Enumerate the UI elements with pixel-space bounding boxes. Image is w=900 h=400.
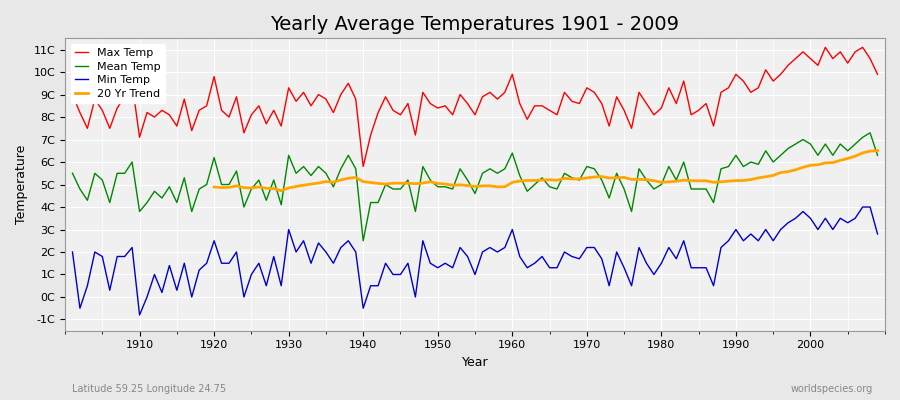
Min Temp <box>127 245 138 250</box>
Min Temp <box>134 312 145 317</box>
Mean Temp <box>336 166 346 171</box>
Mean Temp <box>507 151 517 156</box>
Max Temp <box>291 99 302 104</box>
Min Temp <box>343 238 354 243</box>
20 Yr Trend <box>783 169 794 174</box>
20 Yr Trend <box>275 188 286 193</box>
Max Temp <box>68 92 78 97</box>
Mean Temp <box>68 171 78 176</box>
Max Temp <box>872 72 883 77</box>
Min Temp <box>68 250 78 254</box>
Mean Temp <box>358 238 369 243</box>
Min Temp <box>872 232 883 236</box>
Text: worldspecies.org: worldspecies.org <box>791 384 873 394</box>
20 Yr Trend <box>306 182 317 186</box>
Legend: Max Temp, Mean Temp, Min Temp, 20 Yr Trend: Max Temp, Mean Temp, Min Temp, 20 Yr Tre… <box>70 44 166 103</box>
Title: Yearly Average Temperatures 1901 - 2009: Yearly Average Temperatures 1901 - 2009 <box>271 15 680 34</box>
Line: Mean Temp: Mean Temp <box>73 133 878 241</box>
Min Temp <box>514 254 525 259</box>
20 Yr Trend <box>209 185 220 190</box>
20 Yr Trend <box>872 148 883 153</box>
20 Yr Trend <box>768 173 778 178</box>
Mean Temp <box>872 153 883 158</box>
20 Yr Trend <box>850 154 860 158</box>
Max Temp <box>514 101 525 106</box>
Max Temp <box>336 92 346 97</box>
Mean Temp <box>865 130 876 135</box>
Max Temp <box>507 72 517 77</box>
Max Temp <box>820 45 831 50</box>
Min Temp <box>507 227 517 232</box>
20 Yr Trend <box>418 181 428 186</box>
Mean Temp <box>127 160 138 164</box>
Line: 20 Yr Trend: 20 Yr Trend <box>214 150 878 191</box>
Max Temp <box>127 81 138 86</box>
Mean Temp <box>291 171 302 176</box>
Min Temp <box>298 238 309 243</box>
Mean Temp <box>604 196 615 200</box>
Y-axis label: Temperature: Temperature <box>15 145 28 224</box>
Mean Temp <box>514 173 525 178</box>
Line: Min Temp: Min Temp <box>73 207 878 315</box>
Max Temp <box>358 164 369 169</box>
Min Temp <box>857 205 868 210</box>
Max Temp <box>604 124 615 128</box>
Text: Latitude 59.25 Longitude 24.75: Latitude 59.25 Longitude 24.75 <box>72 384 226 394</box>
Min Temp <box>604 283 615 288</box>
20 Yr Trend <box>679 178 689 182</box>
X-axis label: Year: Year <box>462 356 489 369</box>
Line: Max Temp: Max Temp <box>73 47 878 166</box>
